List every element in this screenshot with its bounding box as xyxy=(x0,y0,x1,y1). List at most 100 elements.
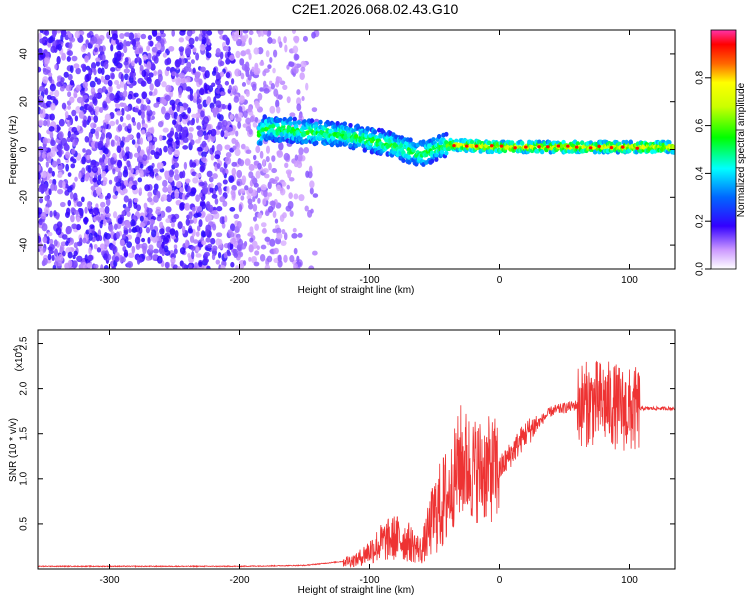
heat-cell xyxy=(120,140,125,148)
heat-cell xyxy=(48,36,54,44)
heat-cell xyxy=(226,126,233,132)
heat-cell xyxy=(264,264,271,269)
heat-cell xyxy=(191,113,198,119)
heat-cell xyxy=(233,95,240,103)
heat-cell xyxy=(153,88,158,96)
heat-cell xyxy=(57,188,64,195)
heat-cell xyxy=(102,103,107,109)
heat-cell xyxy=(207,243,213,249)
heat-cell xyxy=(216,113,221,120)
heat-cell xyxy=(293,35,300,43)
heat-cell xyxy=(234,68,241,77)
heat-cell xyxy=(195,231,200,237)
heat-cell xyxy=(122,122,127,128)
heat-cell xyxy=(198,261,203,267)
snr-panel: -300 -200 -100 0 100 0.5 1.0 1.5 2.0 2.5 Height … xyxy=(8,329,676,596)
heat-cell xyxy=(65,151,71,159)
heat-cell xyxy=(57,30,61,34)
heat-cell xyxy=(224,156,232,165)
heat-cell xyxy=(185,218,190,226)
heat-cell xyxy=(206,30,213,36)
heat-cell xyxy=(292,116,297,122)
heat-cell xyxy=(217,252,222,259)
heat-cell xyxy=(128,227,132,233)
heat-cell xyxy=(114,251,120,258)
heat-cell xyxy=(123,68,130,74)
heat-cell xyxy=(240,143,246,150)
heat-cell xyxy=(44,57,50,65)
heat-cell xyxy=(215,48,221,56)
heat-cell xyxy=(204,251,210,257)
heat-cell xyxy=(288,61,295,68)
heat-cell xyxy=(110,67,116,73)
heat-cell xyxy=(231,193,236,201)
heat-cell xyxy=(257,92,263,101)
heat-cell xyxy=(96,247,102,253)
heat-cell xyxy=(167,184,173,193)
heat-cell xyxy=(168,45,175,52)
heat-cell xyxy=(574,145,579,149)
heat-cell xyxy=(296,120,302,125)
bottom-x-tick-label: 0 xyxy=(497,575,503,586)
heat-cell xyxy=(64,211,70,218)
heat-cell xyxy=(176,104,181,112)
heat-cell xyxy=(284,162,289,169)
heat-cell xyxy=(265,145,271,154)
heat-cell xyxy=(148,72,154,78)
heat-cell xyxy=(149,40,154,47)
heat-cell xyxy=(84,173,90,182)
heat-cell xyxy=(99,157,104,163)
heat-cell xyxy=(262,159,266,167)
heat-cell xyxy=(276,184,282,192)
heat-cell xyxy=(213,96,217,104)
heat-cell xyxy=(276,232,283,240)
heat-cell xyxy=(197,129,203,137)
heat-cell xyxy=(39,99,45,108)
heat-cell xyxy=(114,102,119,108)
heat-cell xyxy=(48,167,53,174)
heat-cell xyxy=(178,132,182,140)
heat-cell xyxy=(49,210,53,218)
heat-cell xyxy=(119,33,125,39)
heat-cell xyxy=(114,79,120,86)
heat-cell xyxy=(102,181,107,187)
heat-cell xyxy=(67,73,73,81)
heat-cell xyxy=(240,72,245,80)
heat-cell xyxy=(184,178,191,184)
heat-cell xyxy=(85,149,92,156)
heat-cell xyxy=(126,241,132,248)
heat-cell xyxy=(49,75,53,84)
heat-cell xyxy=(139,170,144,178)
heat-cell xyxy=(179,30,186,36)
heat-cell xyxy=(130,219,136,227)
heat-cell xyxy=(225,58,231,65)
heat-cell xyxy=(101,86,107,93)
heat-cell xyxy=(46,236,50,245)
heat-cell xyxy=(158,134,163,142)
heat-cell xyxy=(119,115,124,122)
heat-cell xyxy=(42,120,48,127)
heat-cell xyxy=(235,50,241,59)
heat-cell xyxy=(230,261,235,268)
heat-cell xyxy=(277,94,283,100)
heat-cell xyxy=(251,175,256,182)
heat-cell xyxy=(135,243,141,250)
heat-cell xyxy=(227,104,232,111)
heat-cell xyxy=(101,54,106,61)
heat-cell xyxy=(211,253,216,261)
heat-cell xyxy=(76,201,83,207)
heat-cell xyxy=(103,61,109,70)
heat-cell xyxy=(79,106,85,111)
heat-cell xyxy=(276,106,281,114)
heat-cell xyxy=(70,214,75,223)
heat-cell xyxy=(154,151,160,160)
heat-cell xyxy=(218,187,223,196)
heat-cell xyxy=(556,144,561,148)
heat-cell xyxy=(255,145,261,154)
heat-cell xyxy=(123,230,129,235)
heat-cell xyxy=(232,85,236,92)
heat-cell xyxy=(146,207,153,214)
heat-cell xyxy=(579,140,585,146)
heat-cell xyxy=(98,235,103,242)
